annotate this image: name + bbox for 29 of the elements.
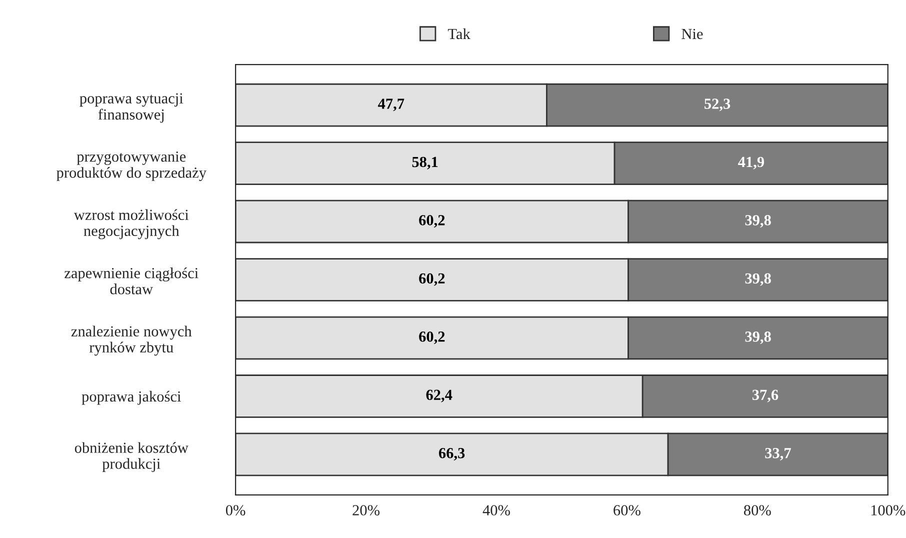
data-label: 60,2 <box>419 332 445 344</box>
data-label: 41,9 <box>738 156 764 170</box>
x-tick-label: 40% <box>482 505 510 516</box>
y-tick-label: obniżenie kosztów produkcji <box>74 442 188 472</box>
y-tick-label: poprawa jakości <box>82 390 181 405</box>
y-tick-label: wzrost możliwości negocjacyjnych <box>74 209 189 240</box>
data-label: 33,7 <box>765 448 791 460</box>
x-tick-label: 0% <box>226 505 246 516</box>
y-tick-label: przygotowywanie produktów do sprzedaży <box>56 152 206 181</box>
x-tick-label: 100% <box>871 505 906 516</box>
data-label: 66,3 <box>438 448 465 460</box>
data-label: 47,7 <box>378 98 404 112</box>
y-tick-label: poprawa sytuacji finansowej <box>80 93 184 123</box>
data-label: 39,8 <box>745 273 771 286</box>
data-label: 60,2 <box>419 215 445 228</box>
y-tick-label: znalezienie nowych rynków zbytu <box>71 326 192 356</box>
data-label: 60,2 <box>419 273 445 286</box>
data-label: 58,1 <box>412 156 438 170</box>
data-label: 62,4 <box>426 390 452 402</box>
data-label: 39,8 <box>745 215 771 228</box>
data-label: 37,6 <box>752 390 778 402</box>
x-tick-label: 80% <box>744 505 771 516</box>
x-tick-label: 20% <box>352 505 380 516</box>
data-label: 39,8 <box>745 332 771 344</box>
legend-label: Tak <box>448 28 470 40</box>
x-tick-label: 60% <box>614 505 640 516</box>
legend-label: Nie <box>682 28 703 40</box>
y-tick-label: zapewnienie ciągłości dostaw <box>64 268 198 294</box>
data-label: 52,3 <box>704 98 730 112</box>
